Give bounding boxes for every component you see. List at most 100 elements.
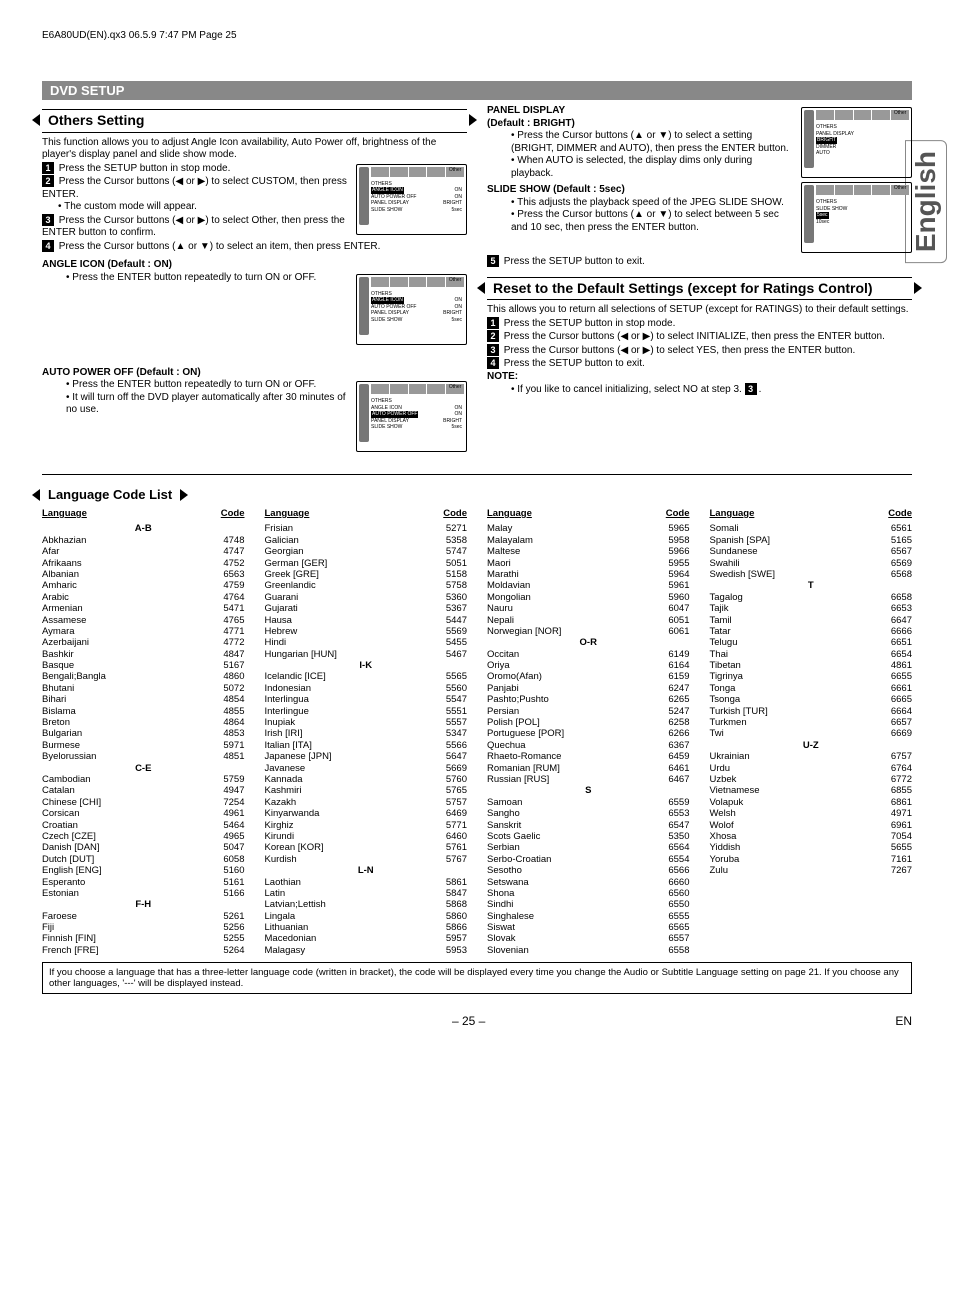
lang-row: Oriya6164 xyxy=(487,660,690,671)
lang-row: Marathi5964 xyxy=(487,569,690,580)
auto-power-title: AUTO POWER OFF (Default : ON) xyxy=(42,367,467,380)
lang-row: Xhosa7054 xyxy=(710,831,913,842)
lang-row: Turkmen6657 xyxy=(710,717,913,728)
lang-row: Croatian5464 xyxy=(42,820,245,831)
lang-row: Zulu7267 xyxy=(710,865,913,876)
page-number: – 25 – xyxy=(452,1014,485,1028)
reset-s2: Press the Cursor buttons (◀ or ▶) to sel… xyxy=(504,331,885,342)
lang-row: Tonga6661 xyxy=(710,683,913,694)
lang-row: Bashkir4847 xyxy=(42,649,245,660)
lang-row: Abkhazian4748 xyxy=(42,535,245,546)
lang-row: Sesotho6566 xyxy=(487,865,690,876)
lang-row: Portuguese [POR]6266 xyxy=(487,728,690,739)
others-setting-title: Others Setting xyxy=(42,109,467,133)
lang-row: Swahili6569 xyxy=(710,558,913,569)
lang-row: Galician5358 xyxy=(265,535,468,546)
lang-row: Basque5167 xyxy=(42,660,245,671)
lang-row: Korean [KOR]5761 xyxy=(265,842,468,853)
lang-row: Hebrew5569 xyxy=(265,626,468,637)
lang-row: Scots Gaelic5350 xyxy=(487,831,690,842)
lang-row: Greek [GRE]5158 xyxy=(265,569,468,580)
note-label: NOTE: xyxy=(487,371,912,384)
lang-row: French [FRE]5264 xyxy=(42,945,245,956)
lang-row: Hungarian [HUN]5467 xyxy=(265,649,468,660)
step3: Press the Cursor buttons (◀ or ▶) to sel… xyxy=(42,215,345,239)
lang-list-title: Language Code List xyxy=(42,485,178,504)
lang-row: Volapuk6861 xyxy=(710,797,913,808)
lang-row: Slovenian6558 xyxy=(487,945,690,956)
lang-column: LanguageCodeMalay5965Malayalam5958Maltes… xyxy=(487,508,690,956)
lang-row: Turkish [TUR]6664 xyxy=(710,706,913,717)
lang-row: Pashto;Pushto6265 xyxy=(487,694,690,705)
lang-row: Nauru6047 xyxy=(487,603,690,614)
lang-row: Bulgarian4853 xyxy=(42,728,245,739)
footer-lang: EN xyxy=(895,1014,912,1028)
lang-row: Spanish [SPA]5165 xyxy=(710,535,913,546)
lang-row: Quechua6367 xyxy=(487,740,690,751)
lang-row: Ukrainian6757 xyxy=(710,751,913,762)
lang-column: LanguageCodeA-BAbkhazian4748Afar4747Afri… xyxy=(42,508,245,956)
lang-row: Rhaeto-Romance6459 xyxy=(487,751,690,762)
manual-page: E6A80UD(EN).qx3 06.5.9 7:47 PM Page 25 E… xyxy=(2,0,952,1058)
lang-row: Javanese5669 xyxy=(265,763,468,774)
lang-row: Arabic4764 xyxy=(42,592,245,603)
lang-row: Burmese5971 xyxy=(42,740,245,751)
lang-row: Setswana6660 xyxy=(487,877,690,888)
lang-row: Tibetan4861 xyxy=(710,660,913,671)
mini-screen-others: Other OTHERSANGLE ICONONAUTO POWER OFFON… xyxy=(356,164,467,235)
step2: Press the Cursor buttons (◀ or ▶) to sel… xyxy=(42,176,347,200)
lang-row: Uzbek6772 xyxy=(710,774,913,785)
lang-row: Slovak6557 xyxy=(487,933,690,944)
lang-row: Latvian;Lettish5868 xyxy=(265,899,468,910)
lang-row: Finnish [FIN]5255 xyxy=(42,933,245,944)
lang-row: Mongolian5960 xyxy=(487,592,690,603)
lang-row: Danish [DAN]5047 xyxy=(42,842,245,853)
lang-row: Interlingua5547 xyxy=(265,694,468,705)
lang-row: Lithuanian5866 xyxy=(265,922,468,933)
lang-row: Amharic4759 xyxy=(42,580,245,591)
left-column: Others Setting This function allows you … xyxy=(42,105,467,454)
lang-row: Malayalam5958 xyxy=(487,535,690,546)
lang-row: Urdu6764 xyxy=(710,763,913,774)
lang-row: Armenian5471 xyxy=(42,603,245,614)
reset-note: • If you like to cancel initializing, se… xyxy=(511,384,742,395)
lang-row: Tatar6666 xyxy=(710,626,913,637)
lang-row: Kinyarwanda6469 xyxy=(265,808,468,819)
lang-row: Cambodian5759 xyxy=(42,774,245,785)
lang-row: Oromo(Afan)6159 xyxy=(487,671,690,682)
lang-row: Bengali;Bangla4860 xyxy=(42,671,245,682)
lang-row: Hausa5447 xyxy=(265,615,468,626)
lang-row: Welsh4971 xyxy=(710,808,913,819)
lang-row: Indonesian5560 xyxy=(265,683,468,694)
lang-row: Estonian5166 xyxy=(42,888,245,899)
lang-row: Singhalese6555 xyxy=(487,911,690,922)
lang-column: LanguageCodeSomali6561Spanish [SPA]5165S… xyxy=(710,508,913,956)
lang-row: Kirghiz5771 xyxy=(265,820,468,831)
lang-row: Shona6560 xyxy=(487,888,690,899)
reset-title: Reset to the Default Settings (except fo… xyxy=(487,277,912,301)
lang-row: Swedish [SWE]6568 xyxy=(710,569,913,580)
lang-row: Hindi5455 xyxy=(265,637,468,648)
lang-row: Serbian6564 xyxy=(487,842,690,853)
lang-row: Aymara4771 xyxy=(42,626,245,637)
lang-row: Czech [CZE]4965 xyxy=(42,831,245,842)
lang-row: Kurdish5767 xyxy=(265,854,468,865)
lang-row: Sanskrit6547 xyxy=(487,820,690,831)
lang-row: Bihari4854 xyxy=(42,694,245,705)
lang-column: LanguageCodeFrisian5271Galician5358Georg… xyxy=(265,508,468,956)
lang-row: Malagasy5953 xyxy=(265,945,468,956)
lang-row: Greenlandic5758 xyxy=(265,580,468,591)
lang-row: Chinese [CHI]7254 xyxy=(42,797,245,808)
lang-row: Kazakh5757 xyxy=(265,797,468,808)
lang-row: Macedonian5957 xyxy=(265,933,468,944)
lang-row: Faroese5261 xyxy=(42,911,245,922)
step5: Press the SETUP button to exit. xyxy=(504,256,645,267)
file-header: E6A80UD(EN).qx3 06.5.9 7:47 PM Page 25 xyxy=(42,30,912,41)
lang-row: Tsonga6665 xyxy=(710,694,913,705)
lang-row: Latin5847 xyxy=(265,888,468,899)
lang-row: Icelandic [ICE]5565 xyxy=(265,671,468,682)
lang-row: Russian [RUS]6467 xyxy=(487,774,690,785)
page-footer: – 25 – EN xyxy=(42,1014,912,1028)
reset-s4: Press the SETUP button to exit. xyxy=(504,358,645,369)
lang-row: Kannada5760 xyxy=(265,774,468,785)
